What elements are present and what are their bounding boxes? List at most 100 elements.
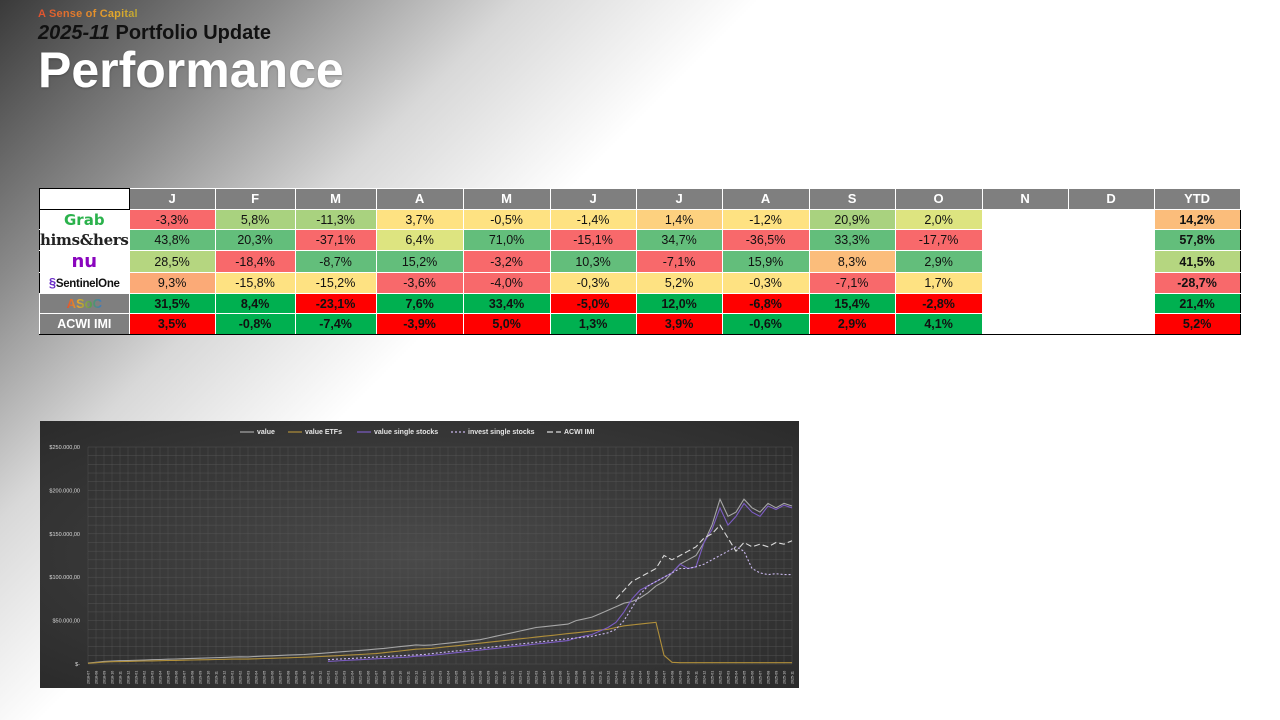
header: A Sense of Capital 2025-11 Portfolio Upd… <box>38 8 344 99</box>
month-header: S <box>808 188 896 210</box>
value-cell: -4,0% <box>462 272 551 294</box>
x-tick-label: 2025-07 <box>759 671 763 684</box>
y-tick-label: $50.000,00 <box>52 619 80 625</box>
x-tick-label: 2019-09 <box>199 671 203 684</box>
x-tick-label: 2024-01 <box>615 671 619 684</box>
x-tick-label: 2020-02 <box>239 671 243 684</box>
sentinelone-logo: §SentinelOne <box>49 275 120 291</box>
series-line-value-single-stocks <box>327 502 793 662</box>
portfolio-value-chart: $- $50.000,00 $100.000,00 $150.000,00 $200.0… <box>40 421 799 688</box>
x-tick-label: 2019-06 <box>175 671 179 684</box>
x-tick-label: 2024-06 <box>655 671 659 684</box>
value-cell: -7,1% <box>808 272 896 294</box>
empty-cell <box>1067 313 1155 336</box>
row-label: hims&hers <box>39 229 130 252</box>
value-cell: 15,4% <box>808 292 896 315</box>
x-tick-label: 2022-10 <box>495 671 499 684</box>
x-tick-label: 2025-03 <box>727 671 731 684</box>
empty-cell <box>981 313 1069 336</box>
value-cell: 5,2% <box>635 272 723 294</box>
x-tick-label: 2022-11 <box>503 671 507 684</box>
value-cell: -0,3% <box>549 272 637 294</box>
y-tick-label: $250.000,00 <box>49 445 80 451</box>
value-cell: 20,9% <box>808 208 896 231</box>
value-cell: 2,9% <box>894 250 983 274</box>
nu-logo: nu <box>71 251 98 273</box>
ytd-cell: 41,5% <box>1153 250 1241 274</box>
x-tick-label: 2021-06 <box>367 671 371 684</box>
y-tick-label: $150.000,00 <box>49 532 80 538</box>
sentinelone-name: SentinelOne <box>55 278 120 291</box>
x-tick-label: 2024-03 <box>631 671 635 684</box>
month-header: O <box>894 188 983 210</box>
x-tick-label: 2023-02 <box>527 671 531 684</box>
value-cell: -15,1% <box>549 229 637 252</box>
row-label: §SentinelOne <box>39 272 130 294</box>
x-tick-label: 2025-01 <box>711 671 715 684</box>
subtitle: 2025-11 Portfolio Update <box>38 22 344 45</box>
x-tick-label: 2025-11 <box>791 671 795 684</box>
y-tick-label: $- <box>75 662 80 668</box>
grab-logo: Grab <box>63 210 105 229</box>
x-tick-label: 2022-07 <box>471 671 475 684</box>
empty-cell <box>1067 208 1155 231</box>
legend-entry: invest single stocks <box>468 429 535 436</box>
x-tick-label: 2025-10 <box>783 671 787 684</box>
x-tick-label: 2018-12 <box>127 671 131 684</box>
x-tick-label: 2025-05 <box>743 671 747 684</box>
x-tick-label: 2020-12 <box>319 671 323 684</box>
x-tick-label: 2021-07 <box>375 671 379 684</box>
legend-entry: value ETFs <box>305 429 342 436</box>
value-cell: -5,0% <box>549 292 637 315</box>
x-tick-label: 2021-11 <box>407 671 411 684</box>
value-cell: 5,0% <box>462 313 551 336</box>
table-row: Grab -3,3% 5,8% -11,3% 3,7% -0,5% -1,4% 1,4% -1,… <box>39 208 1241 231</box>
month-header: J <box>549 188 637 210</box>
value-cell: 10,3% <box>549 250 637 274</box>
x-tick-label: 2019-05 <box>167 671 171 684</box>
x-tick-label: 2023-10 <box>591 671 595 684</box>
value-cell: -2,8% <box>894 292 983 315</box>
x-tick-label: 2025-09 <box>775 671 779 684</box>
empty-cell <box>1067 272 1155 294</box>
x-tick-label: 2022-05 <box>455 671 459 684</box>
x-tick-label: 2024-04 <box>639 671 643 684</box>
value-cell: -23,1% <box>294 292 377 315</box>
value-cell: 1,3% <box>549 313 637 336</box>
value-cell: 5,8% <box>214 208 296 231</box>
series-line-invest-single-stocks <box>327 546 792 661</box>
x-tick-label: 2024-02 <box>623 671 627 684</box>
value-cell: -3,6% <box>375 272 464 294</box>
x-tick-label: 2020-10 <box>303 671 307 684</box>
x-tick-label: 2020-03 <box>247 671 251 684</box>
x-tick-label: 2025-02 <box>719 671 723 684</box>
x-tick-label: 2019-08 <box>191 671 195 684</box>
value-cell: 3,7% <box>375 208 464 231</box>
value-cell: -3,3% <box>128 208 216 231</box>
value-cell: 33,3% <box>808 229 896 252</box>
x-tick-label: 2021-01 <box>327 671 331 684</box>
table-row: §SentinelOne 9,3% -15,8% -15,2% -3,6% -4,0% -0… <box>39 272 1241 294</box>
legend-entry: value single stocks <box>374 429 438 436</box>
ytd-cell: 21,4% <box>1153 292 1241 315</box>
empty-cell <box>981 272 1069 294</box>
x-tick-label: 2021-09 <box>391 671 395 684</box>
x-tick-label: 2018-07 <box>87 671 91 684</box>
x-tick-label: 2019-12 <box>223 671 227 684</box>
x-tick-label: 2018-09 <box>103 671 107 684</box>
value-cell: -6,8% <box>721 292 810 315</box>
ytd-cell: 5,2% <box>1153 313 1241 336</box>
value-cell: 20,3% <box>214 229 296 252</box>
x-tick-label: 2018-08 <box>95 671 99 684</box>
x-tick-label: 2019-01 <box>135 671 139 684</box>
x-tick-label: 2024-05 <box>647 671 651 684</box>
value-cell: -36,5% <box>721 229 810 252</box>
x-tick-label: 2020-08 <box>287 671 291 684</box>
x-tick-label: 2023-07 <box>567 671 571 684</box>
table-row: ACWI IMI 3,5% -0,8% -7,4% -3,9% 5,0% 1,3% 3,9% -… <box>39 313 1241 336</box>
table-row: nu 28,5% -18,4% -8,7% 15,2% -3,2% 10,3% -7,1% 15… <box>39 250 1241 274</box>
month-header: M <box>294 188 377 210</box>
asoc-logo: ASoC <box>66 296 102 312</box>
value-cell: -15,2% <box>294 272 377 294</box>
table-header-row: J F M A M J J A S O N D YTD <box>39 188 1241 210</box>
